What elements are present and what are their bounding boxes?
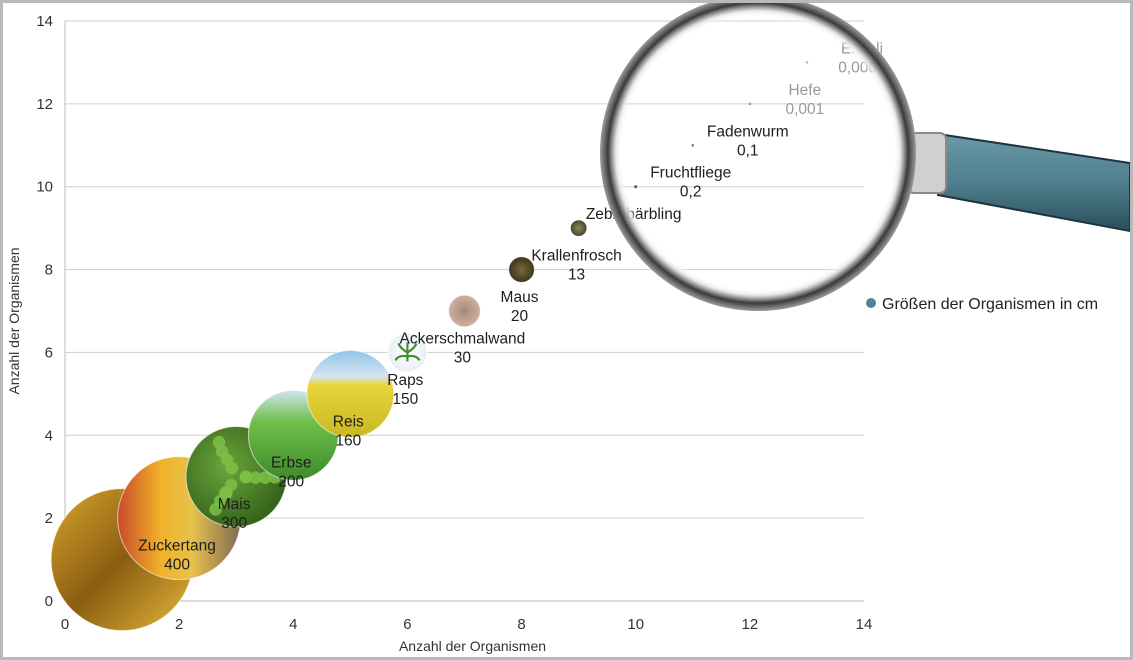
y-axis-title: Anzahl der Organismen <box>6 247 22 394</box>
legend: Größen der Organismen in cm <box>866 296 1098 313</box>
point-name-label: Reis <box>333 413 364 430</box>
zebrafish-photo <box>570 220 587 237</box>
plant-sprig-icon <box>394 342 421 362</box>
mouse-photo <box>448 294 481 328</box>
y-tick-label: 12 <box>36 96 53 113</box>
frog-photo <box>508 256 535 283</box>
gridlines <box>65 20 864 519</box>
y-tick-label: 4 <box>45 427 53 444</box>
x-tick-label: 10 <box>627 616 644 633</box>
legend-label: Größen der Organismen in cm <box>882 296 1098 313</box>
y-tick-label: 10 <box>36 179 53 196</box>
x-tick-label: 8 <box>517 616 525 633</box>
bubble-layer <box>50 61 809 632</box>
y-tick-label: 2 <box>45 510 53 527</box>
rapeseed-field-photo <box>306 349 395 438</box>
pea-highlight <box>225 461 239 475</box>
point-size-label: 160 <box>335 432 361 449</box>
point-name-label: Mais <box>218 496 251 513</box>
point-name-label: Krallenfrosch <box>531 248 621 265</box>
y-tick-label: 0 <box>45 593 53 610</box>
pea-highlight <box>249 471 262 484</box>
y-tick-label: 14 <box>36 13 53 30</box>
magnifier-lens <box>600 3 916 311</box>
point-name-label: Raps <box>387 372 423 389</box>
x-axis-title: Anzahl der Organismen <box>399 638 546 654</box>
magnifying-glass-icon <box>600 3 1130 311</box>
point-size-label: 30 <box>454 349 472 366</box>
pea-highlight <box>258 471 272 484</box>
y-tick-label: 6 <box>45 344 53 361</box>
axes: 0 2 4 6 8 10 12 14 0 2 4 6 8 10 12 14 Anzahl der Organis… <box>6 13 872 654</box>
point-size-label: 20 <box>511 308 529 325</box>
point-size-label: 200 <box>278 474 304 491</box>
magnifier-handle <box>937 132 1130 233</box>
point-name-label: Erbse <box>271 455 312 472</box>
point-name-label: Maus <box>501 289 539 306</box>
x-tick-label: 12 <box>742 616 759 633</box>
point-name-label: Ackerschmalwand <box>400 330 526 347</box>
x-tick-label: 14 <box>856 616 873 633</box>
bubble-chart: 0 2 4 6 8 10 12 14 0 2 4 6 8 10 12 14 Anzahl der Organis… <box>6 3 1130 654</box>
point-name-label: Zuckertang <box>138 538 216 555</box>
point-size-label: 400 <box>164 557 190 574</box>
point-size-label: 300 <box>221 515 247 532</box>
point-size-label: 13 <box>568 267 585 284</box>
x-tick-label: 0 <box>61 616 69 633</box>
x-tick-label: 4 <box>289 616 297 633</box>
pea-highlight <box>212 435 226 449</box>
pea-highlight <box>239 471 253 484</box>
x-tick-label: 6 <box>403 616 411 633</box>
y-tick-label: 8 <box>45 262 53 279</box>
point-size-label: 150 <box>392 391 418 408</box>
pea-highlight <box>219 486 232 499</box>
legend-swatch <box>866 298 876 308</box>
x-tick-label: 2 <box>175 616 183 633</box>
